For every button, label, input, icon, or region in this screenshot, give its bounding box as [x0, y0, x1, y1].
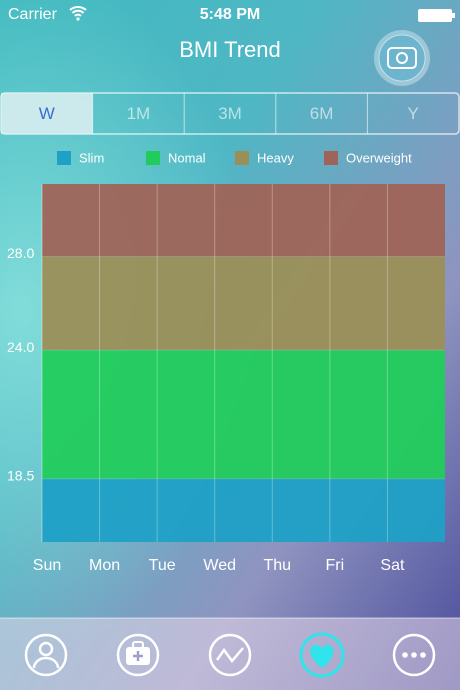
legend-label: Heavy [257, 150, 294, 165]
wifi-icon [69, 6, 87, 17]
legend-label: Overweight [346, 150, 412, 165]
more-dot [411, 652, 417, 658]
trend-ring[interactable] [208, 633, 252, 677]
more-dot [420, 652, 426, 658]
kit-handle [132, 641, 144, 649]
legend-swatch [324, 151, 338, 165]
more-dot [402, 652, 408, 658]
more-ring[interactable] [392, 633, 436, 677]
x-tick-label: Mon [89, 557, 120, 574]
camera-button-inner[interactable] [378, 34, 426, 82]
screen-title: BMI Trend [179, 37, 280, 62]
heart-tab[interactable] [299, 632, 345, 678]
trend-tab[interactable] [208, 633, 252, 677]
carrier: Carrier [8, 6, 58, 23]
bmi-band [42, 184, 445, 257]
segment-control: W 1M 3M 6M Y [0, 92, 460, 135]
profile-ring[interactable] [24, 633, 68, 677]
segment-tab[interactable] [1, 93, 93, 134]
legend-swatch [57, 151, 71, 165]
x-tick-label: Thu [263, 557, 291, 574]
kit-cross [133, 651, 143, 661]
heart-icon [310, 644, 334, 668]
bmi-band [42, 478, 445, 542]
profile-head [38, 641, 54, 657]
x-tick-label: Sun [33, 557, 61, 574]
camera-icon [387, 47, 417, 69]
y-tick-label: 24.0 [7, 339, 34, 355]
x-tick-label: Tue [149, 557, 176, 574]
segment-label[interactable]: 1M [127, 104, 151, 123]
x-tick-label: Wed [203, 557, 236, 574]
legend-label: Nomal [168, 150, 206, 165]
y-tick-label: 28.0 [7, 245, 34, 261]
profile-tab[interactable] [24, 633, 68, 677]
segment-label[interactable]: Y [408, 104, 419, 123]
chart: Slim Nomal Heavy Overweight Sun Mon Tue Wed Thu F… [7, 150, 445, 574]
battery-tip [452, 13, 455, 18]
bmi-band [42, 256, 445, 351]
legend-label: Slim [79, 150, 104, 165]
trend-line [215, 647, 244, 664]
wifi-dot [76, 17, 80, 21]
segment-label[interactable]: W [39, 104, 55, 123]
bmi-band [42, 350, 445, 479]
camera-button[interactable] [374, 30, 430, 86]
legend-swatch [146, 151, 160, 165]
segment-label[interactable]: 6M [310, 104, 334, 123]
profile-body [32, 656, 60, 669]
kit-tab[interactable] [116, 633, 160, 677]
legend-swatch [235, 151, 249, 165]
y-tick-label: 18.5 [7, 468, 34, 484]
x-tick-label: Fri [326, 557, 345, 574]
segment-label[interactable]: 3M [218, 104, 242, 123]
more-tab[interactable] [392, 633, 436, 677]
tab-bar [0, 618, 460, 690]
clock: 5:48 PM [200, 6, 260, 23]
camera-lens [396, 52, 408, 64]
x-tick-label: Sat [380, 557, 405, 574]
battery-icon [418, 9, 452, 22]
heart-ring[interactable] [299, 632, 345, 678]
kit-ring[interactable] [116, 633, 160, 677]
